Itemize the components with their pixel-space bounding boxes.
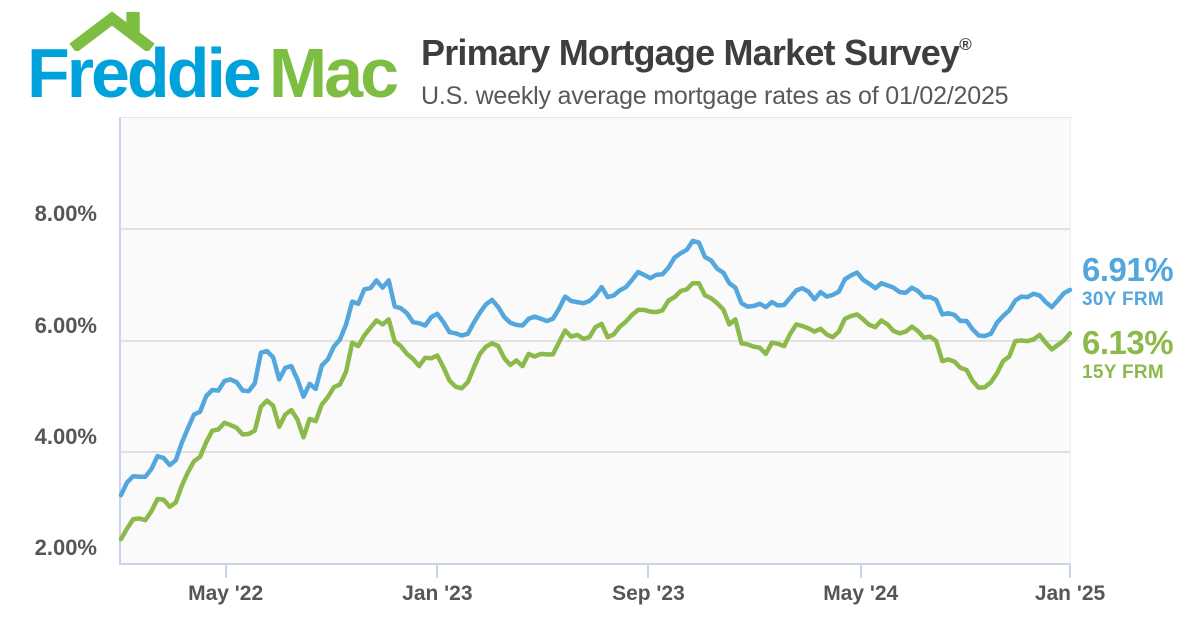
x-axis-label-0: May '22 xyxy=(188,582,264,605)
x-axis-tick-3 xyxy=(859,565,862,578)
line-30y-frm xyxy=(118,238,1073,498)
x-axis-label-4: Jan '25 xyxy=(1034,582,1106,605)
x-axis-tick-4 xyxy=(1069,565,1071,578)
x-axis-tick-2 xyxy=(647,565,650,578)
rate-value-30y: 6.91% xyxy=(1082,251,1174,288)
rate-callout-30y: 6.91% 30Y FRM xyxy=(1082,251,1174,311)
y-axis-label-2: 2.00% xyxy=(34,535,97,560)
x-axis-label-3: May '24 xyxy=(823,582,899,605)
title-block: Primary Mortgage Market Survey® U.S. wee… xyxy=(421,27,1009,111)
x-axis-label-1: Jan '23 xyxy=(402,582,473,605)
line-15y-frm xyxy=(118,280,1073,542)
rate-name-15y: 15Y FRM xyxy=(1082,362,1164,383)
gridline-8 xyxy=(121,228,1070,231)
freddie-mac-logo: Freddie Mac xyxy=(25,8,405,108)
logo-wordmark: Freddie Mac xyxy=(27,38,399,108)
y-axis-label-8: 8.00% xyxy=(34,201,97,227)
x-axis-tick-0 xyxy=(224,565,227,578)
plot-area xyxy=(118,117,1073,565)
y-axis-label-4: 4.00% xyxy=(34,423,97,449)
page-title: Primary Mortgage Market Survey® xyxy=(421,32,972,73)
registered-mark: ® xyxy=(959,35,972,54)
rate-callout-15y: 6.13% 15Y FRM xyxy=(1082,324,1174,384)
x-axis-label-2: Sep '23 xyxy=(612,582,685,605)
y-axis-label-6: 6.00% xyxy=(34,312,97,338)
rate-name-30y: 30Y FRM xyxy=(1082,289,1164,310)
page-subtitle: U.S. weekly average mortgage rates as of… xyxy=(421,82,1009,110)
gridline-4 xyxy=(121,450,1070,453)
roof-icon xyxy=(69,11,155,51)
logo-mac: Mac xyxy=(268,34,399,112)
chart-lines xyxy=(118,238,1073,542)
gridline-6 xyxy=(121,339,1070,342)
rate-value-15y: 6.13% xyxy=(1082,324,1174,361)
logo-freddie: Freddie xyxy=(27,34,262,112)
x-axis-tick-1 xyxy=(436,565,439,578)
